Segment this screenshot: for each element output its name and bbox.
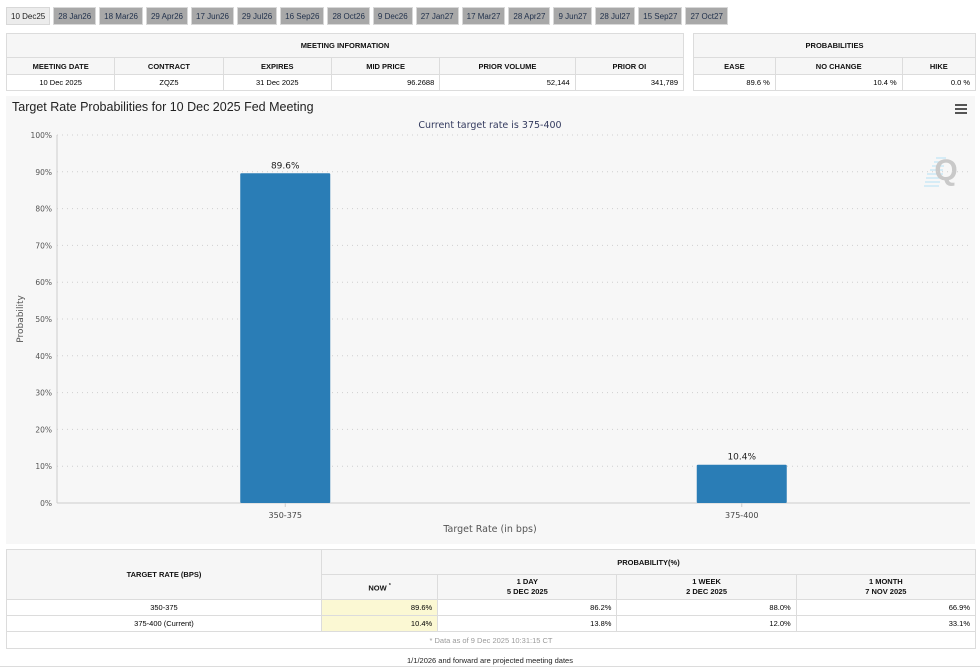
col-target-rate: TARGET RATE (BPS) (6, 549, 322, 600)
tab-meeting-15[interactable]: 27 Oct27 (685, 7, 728, 25)
col-1-day: 1 DAY 5 DEC 2025 (437, 574, 618, 600)
y-tick-label: 0% (40, 499, 52, 508)
contract-value: ZQZ5 (114, 74, 224, 91)
chart-title: Target Rate Probabilities for 10 Dec 202… (12, 100, 314, 114)
1-month-cell: 66.9% (795, 599, 977, 616)
data-timestamp-note: * Data as of 9 Dec 2025 10:31:15 CT (6, 631, 976, 649)
chart-svg: Q Current target rate is 375-400 0% 10% 20… (16, 120, 970, 535)
y-tick-label: 20% (35, 425, 52, 434)
probabilities-header: PROBABILITIES (693, 33, 976, 58)
y-axis-title: Probability (16, 295, 26, 343)
bar-350-375 (240, 173, 331, 503)
col-1-week-date: 2 DEC 2025 (686, 587, 727, 596)
col-1-month-label: 1 MONTH (868, 577, 903, 586)
y-tick-label: 10% (35, 462, 52, 471)
probabilities-row: 89.6 % 10.4 % 0.0 % (693, 74, 977, 91)
prior-oi-value: 341,789 (574, 74, 685, 91)
tab-meeting-11[interactable]: 28 Apr27 (508, 7, 551, 25)
tab-meeting-2[interactable]: 18 Mar26 (99, 7, 143, 25)
meeting-date-value: 10 Dec 2025 (5, 74, 116, 91)
now-cell: 10.4% (320, 615, 439, 632)
y-tick-label: 70% (35, 241, 52, 250)
tab-meeting-3[interactable]: 29 Apr26 (145, 7, 188, 25)
1-month-cell: 33.1% (795, 615, 977, 632)
probability-chart: Target Rate Probabilities for 10 Dec 202… (6, 96, 975, 544)
table-row: 375-400 (Current) 10.4% 13.8% 12.0% 33.1… (6, 615, 977, 632)
tab-meeting-13[interactable]: 28 Jul27 (594, 7, 636, 25)
col-prior-volume: PRIOR VOLUME (439, 57, 576, 75)
prior-volume-value: 52,144 (439, 74, 576, 91)
tab-meeting-8[interactable]: 9 Dec26 (372, 7, 413, 25)
col-1-month: 1 MONTH 7 NOV 2025 (795, 574, 977, 600)
tab-meeting-12[interactable]: 9 Jun27 (553, 7, 592, 25)
projected-dates-note: 1/1/2026 and forward are projected meeti… (407, 656, 573, 665)
tab-meeting-9[interactable]: 27 Jan27 (415, 7, 459, 25)
col-now-footnote-mark: * (388, 582, 391, 589)
y-tick-label: 40% (35, 352, 52, 361)
col-ease: EASE (693, 57, 776, 75)
1-day-cell: 13.8% (437, 615, 618, 632)
svg-text:Q: Q (934, 154, 957, 187)
q-logo-icon: Q (924, 154, 958, 187)
1-week-cell: 88.0% (616, 599, 797, 616)
y-tick-label: 80% (35, 205, 52, 214)
x-axis-title: Target Rate (in bps) (442, 524, 536, 535)
data-label: 89.6% (271, 161, 300, 171)
rate-cell: 350-375 (6, 599, 322, 616)
bar-375-400 (696, 464, 787, 503)
tab-meeting-0[interactable]: 10 Dec25 (6, 7, 51, 25)
x-tick-label: 375-400 (725, 511, 758, 520)
meeting-date-tabs: 10 Dec25 28 Jan26 18 Mar26 29 Apr26 17 J… (6, 7, 728, 25)
x-tick-label: 350-375 (269, 511, 302, 520)
col-contract: CONTRACT (114, 57, 224, 75)
chart-subtitle: Current target rate is 375-400 (418, 120, 561, 131)
probabilities-table: PROBABILITIES EASE NO CHANGE HIKE 89.6 %… (693, 33, 977, 91)
hamburger-menu-icon[interactable] (955, 102, 967, 116)
tab-meeting-1[interactable]: 28 Jan26 (53, 7, 97, 25)
rate-cell: 375-400 (Current) (6, 615, 322, 632)
meeting-information-row: 10 Dec 2025 ZQZ5 31 Dec 2025 96.2688 52,… (5, 74, 685, 91)
meeting-information-header: MEETING INFORMATION (6, 33, 684, 58)
col-now-label: NOW (368, 583, 387, 593)
1-week-cell: 12.0% (616, 615, 797, 632)
col-mid-price: MID PRICE (330, 57, 441, 75)
col-now: NOW * (320, 574, 439, 600)
y-tick-label: 50% (35, 315, 52, 324)
1-day-cell: 86.2% (437, 599, 618, 616)
y-tick-label: 90% (35, 168, 52, 177)
y-tick-label: 30% (35, 389, 52, 398)
col-prior-oi: PRIOR OI (574, 57, 685, 75)
y-tick-label: 100% (31, 131, 52, 140)
no-change-value: 10.4 % (774, 74, 903, 91)
tab-meeting-7[interactable]: 28 Oct26 (327, 7, 370, 25)
mid-price-value: 96.2688 (330, 74, 441, 91)
probability-history-table: TARGET RATE (BPS) PROBABILITY(%) NOW * 1… (6, 549, 977, 649)
footer-divider (0, 666, 980, 667)
now-cell: 89.6% (320, 599, 439, 616)
tab-meeting-4[interactable]: 17 Jun26 (191, 7, 234, 25)
col-meeting-date: MEETING DATE (5, 57, 116, 75)
expires-value: 31 Dec 2025 (222, 74, 332, 91)
tab-meeting-14[interactable]: 15 Sep27 (638, 7, 683, 25)
y-tick-label: 60% (35, 278, 52, 287)
col-1-week: 1 WEEK 2 DEC 2025 (616, 574, 797, 600)
col-1-month-date: 7 NOV 2025 (865, 587, 907, 596)
tab-meeting-10[interactable]: 17 Mar27 (461, 7, 506, 25)
tab-meeting-5[interactable]: 29 Jul26 (236, 7, 278, 25)
ease-value: 89.6 % (693, 74, 776, 91)
col-1-day-date: 5 DEC 2025 (506, 587, 548, 596)
col-1-week-label: 1 WEEK (692, 577, 721, 586)
hike-value: 0.0 % (901, 74, 977, 91)
col-1-day-label: 1 DAY (516, 577, 539, 586)
tab-meeting-6[interactable]: 16 Sep26 (280, 7, 325, 25)
col-no-change: NO CHANGE (774, 57, 903, 75)
meeting-information-table: MEETING INFORMATION MEETING DATE CONTRAC… (5, 33, 685, 91)
table-row: 350-375 89.6% 86.2% 88.0% 66.9% (6, 599, 977, 616)
data-label: 10.4% (727, 453, 756, 463)
col-hike: HIKE (901, 57, 977, 75)
col-expires: EXPIRES (222, 57, 332, 75)
probability-header: PROBABILITY(%) (320, 549, 977, 575)
